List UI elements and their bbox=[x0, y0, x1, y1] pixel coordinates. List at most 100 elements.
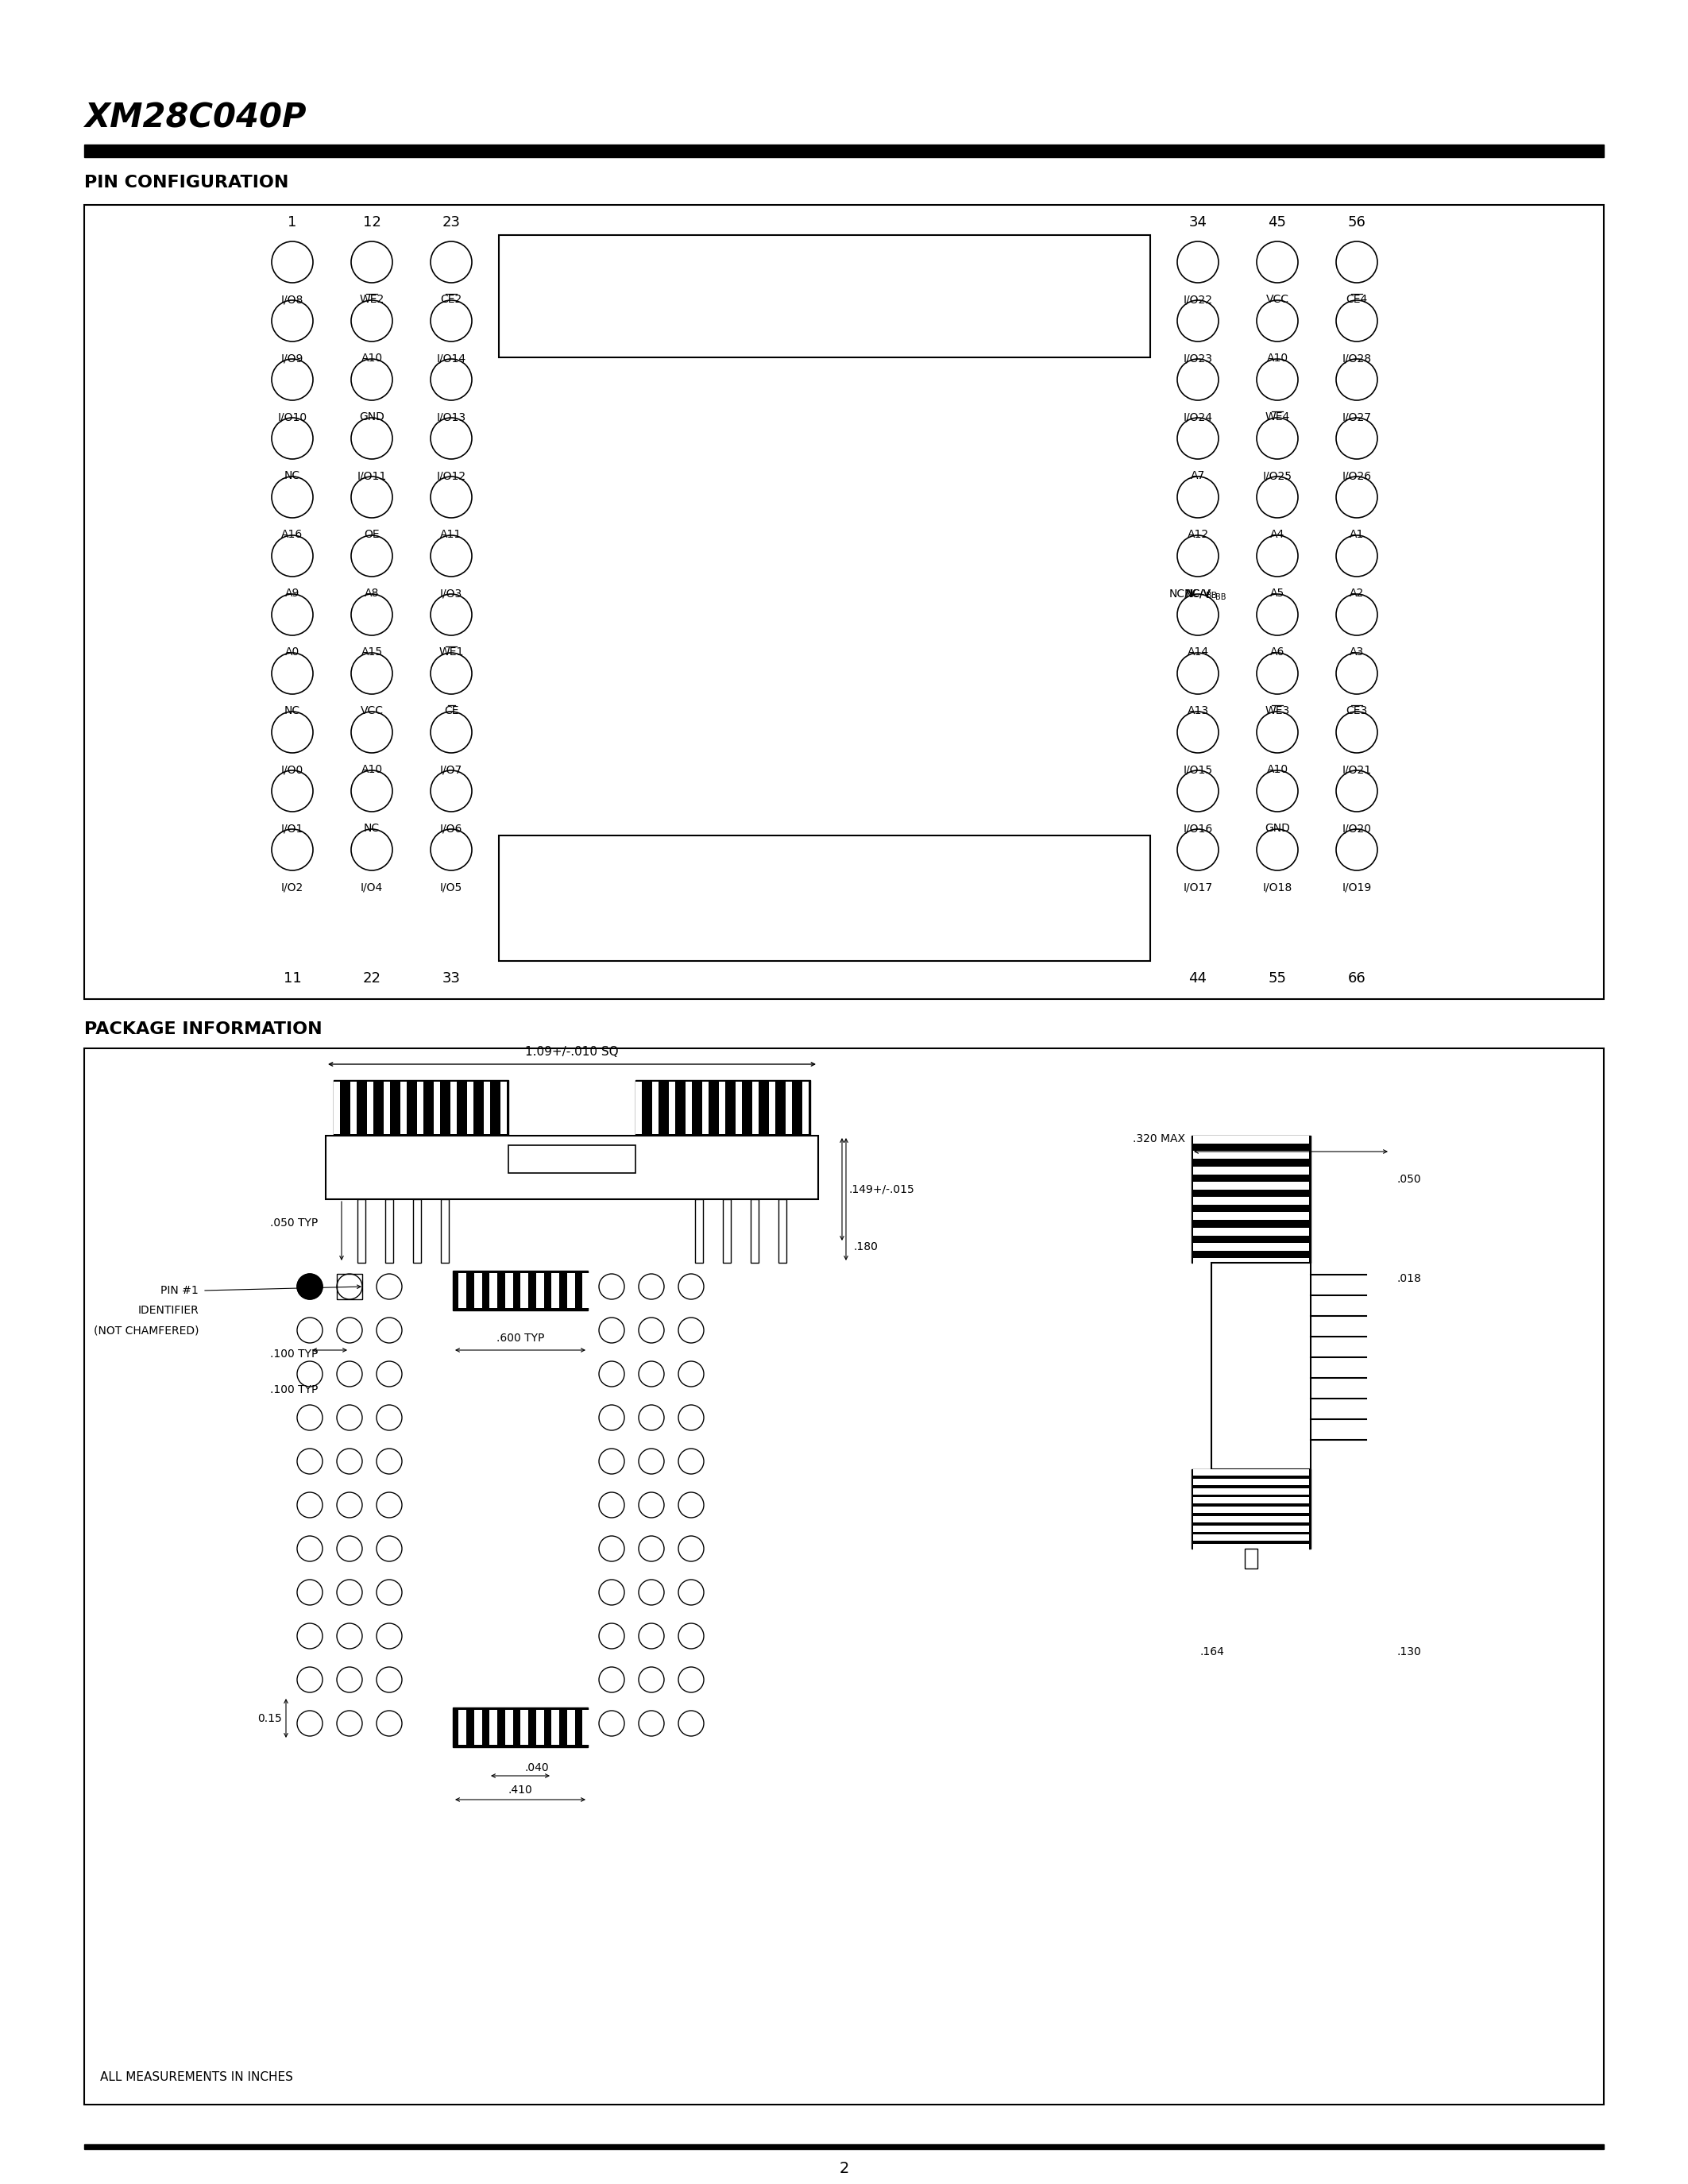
Bar bbox=[582, 1273, 591, 1308]
Text: PACKAGE INFORMATION: PACKAGE INFORMATION bbox=[84, 1022, 322, 1037]
Text: ALL MEASUREMENTS IN INCHES: ALL MEASUREMENTS IN INCHES bbox=[100, 2070, 294, 2084]
Text: I/O2: I/O2 bbox=[282, 882, 304, 893]
Bar bbox=[326, 1136, 819, 1199]
Bar bbox=[434, 1081, 441, 1133]
Bar bbox=[702, 1081, 709, 1133]
Text: I/O14: I/O14 bbox=[437, 352, 466, 365]
Text: A10: A10 bbox=[361, 764, 383, 775]
Bar bbox=[736, 1081, 743, 1133]
Text: A11: A11 bbox=[441, 529, 463, 539]
Text: .050 TYP: .050 TYP bbox=[270, 1216, 317, 1230]
Bar bbox=[535, 1710, 544, 1745]
Text: .600 TYP: .600 TYP bbox=[496, 1332, 544, 1343]
Bar bbox=[1192, 1470, 1310, 1548]
Bar bbox=[1192, 1136, 1310, 1262]
Text: I/O23: I/O23 bbox=[1183, 352, 1212, 365]
Text: A12: A12 bbox=[1187, 529, 1209, 539]
Bar bbox=[451, 1081, 457, 1133]
Bar bbox=[490, 1710, 498, 1745]
Text: A16: A16 bbox=[282, 529, 304, 539]
Text: NC/V: NC/V bbox=[1170, 587, 1197, 598]
Bar bbox=[468, 1081, 473, 1133]
Bar bbox=[1193, 1151, 1310, 1160]
Bar bbox=[567, 1710, 574, 1745]
Text: I/O15: I/O15 bbox=[1183, 764, 1212, 775]
Text: NC/V: NC/V bbox=[1185, 587, 1212, 598]
Bar bbox=[452, 1271, 587, 1310]
Bar bbox=[1193, 1212, 1310, 1221]
Text: A0: A0 bbox=[285, 646, 299, 657]
Text: I/O28: I/O28 bbox=[1342, 352, 1371, 365]
Bar bbox=[500, 836, 1150, 961]
Text: I/O4: I/O4 bbox=[361, 882, 383, 893]
Text: 45: 45 bbox=[1268, 216, 1286, 229]
Text: I/O26: I/O26 bbox=[1342, 470, 1371, 480]
Text: .040: .040 bbox=[525, 1762, 549, 1773]
Bar bbox=[84, 1048, 1604, 2105]
Text: I/O1: I/O1 bbox=[280, 823, 304, 834]
Bar bbox=[84, 2145, 1604, 2149]
Bar bbox=[474, 1710, 481, 1745]
Text: .320 MAX: .320 MAX bbox=[1133, 1133, 1185, 1144]
Bar bbox=[334, 1081, 508, 1136]
Bar bbox=[751, 1199, 758, 1262]
Bar bbox=[417, 1081, 424, 1133]
Text: CE3: CE3 bbox=[1345, 705, 1367, 716]
Bar bbox=[385, 1199, 393, 1262]
Circle shape bbox=[297, 1273, 322, 1299]
Text: I/O17: I/O17 bbox=[1183, 882, 1212, 893]
Bar bbox=[1193, 1136, 1310, 1144]
Text: A14: A14 bbox=[1187, 646, 1209, 657]
Text: BB: BB bbox=[1215, 594, 1225, 601]
Bar bbox=[668, 1081, 675, 1133]
Text: 1.09+/-.010 SQ: 1.09+/-.010 SQ bbox=[525, 1046, 618, 1057]
Bar bbox=[500, 1081, 506, 1133]
Text: .018: .018 bbox=[1396, 1273, 1421, 1284]
Text: I/O16: I/O16 bbox=[1183, 823, 1212, 834]
Text: .164: .164 bbox=[1200, 1647, 1224, 1658]
Bar bbox=[1193, 1166, 1310, 1175]
Bar bbox=[474, 1273, 481, 1308]
Text: A6: A6 bbox=[1269, 646, 1285, 657]
Text: CE4: CE4 bbox=[1345, 295, 1367, 306]
Text: A3: A3 bbox=[1349, 646, 1364, 657]
Text: VCC: VCC bbox=[1266, 295, 1290, 306]
Text: I/O11: I/O11 bbox=[356, 470, 387, 480]
Bar bbox=[1193, 1535, 1310, 1542]
Text: OE: OE bbox=[365, 529, 380, 539]
Text: .410: .410 bbox=[508, 1784, 532, 1795]
Bar bbox=[802, 1081, 809, 1133]
Text: 56: 56 bbox=[1347, 216, 1366, 229]
Bar bbox=[452, 1708, 587, 1747]
Text: .100 TYP: .100 TYP bbox=[270, 1348, 317, 1361]
Bar bbox=[552, 1273, 559, 1308]
Text: 66: 66 bbox=[1347, 972, 1366, 985]
Text: I/O6: I/O6 bbox=[441, 823, 463, 834]
Bar bbox=[1244, 1548, 1258, 1568]
Text: I/O21: I/O21 bbox=[1342, 764, 1371, 775]
Bar bbox=[1193, 1470, 1310, 1476]
Bar bbox=[535, 1273, 544, 1308]
Bar bbox=[753, 1081, 758, 1133]
Text: 34: 34 bbox=[1188, 216, 1207, 229]
Bar bbox=[719, 1081, 726, 1133]
Bar bbox=[1193, 1507, 1310, 1514]
Bar bbox=[1193, 1544, 1310, 1551]
Bar bbox=[383, 1081, 390, 1133]
Bar bbox=[84, 144, 1604, 157]
Bar bbox=[785, 1081, 792, 1133]
Bar bbox=[414, 1199, 420, 1262]
Text: CE2: CE2 bbox=[441, 295, 463, 306]
Bar bbox=[1193, 1197, 1310, 1206]
Text: .130: .130 bbox=[1396, 1647, 1421, 1658]
Text: 23: 23 bbox=[442, 216, 461, 229]
Text: WE4: WE4 bbox=[1264, 411, 1290, 422]
Text: I/O8: I/O8 bbox=[280, 295, 304, 306]
Bar bbox=[1212, 1262, 1310, 1470]
Bar bbox=[635, 1081, 641, 1133]
Bar bbox=[1193, 1258, 1310, 1267]
Bar bbox=[1193, 1516, 1310, 1522]
Text: NC: NC bbox=[365, 823, 380, 834]
Text: I/O19: I/O19 bbox=[1342, 882, 1372, 893]
Bar bbox=[552, 1710, 559, 1745]
